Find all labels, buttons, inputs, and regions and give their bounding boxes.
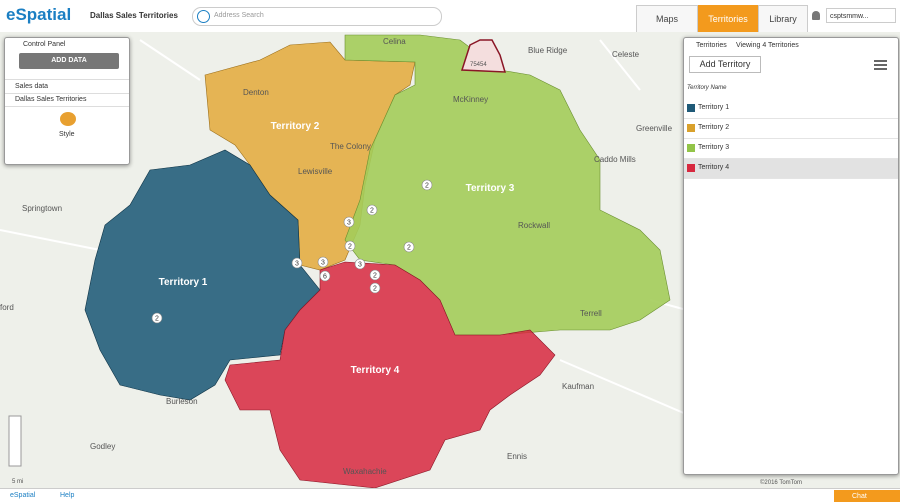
footer-logo: eSpatial [10, 492, 36, 499]
cluster-marker[interactable] [291, 257, 303, 269]
territory-swatch [687, 124, 695, 132]
territory-label: Territory 2 [271, 121, 320, 132]
territory-3[interactable] [344, 34, 671, 336]
cluster-count: 2 [407, 244, 411, 251]
style-label: Style [59, 131, 75, 138]
territory-label: Territory 1 [159, 277, 208, 288]
search-placeholder: Address Search [214, 12, 264, 19]
cluster-count: 2 [373, 272, 377, 279]
territory-label: Territory 4 [351, 365, 400, 376]
map-title: Dallas Sales Territories [90, 11, 178, 20]
control-panel: Control Panel ADD DATA Sales data Dallas… [4, 37, 130, 165]
chat-button[interactable]: Chat [834, 490, 900, 502]
place-label: Terrell [580, 309, 602, 318]
territory-row[interactable]: Territory 1 [684, 99, 898, 119]
territory-name: Territory 1 [698, 104, 730, 111]
cluster-marker[interactable] [319, 270, 331, 282]
territory-name: Territory 4 [698, 164, 730, 171]
cluster-marker[interactable] [343, 216, 355, 228]
territory-row[interactable]: Territory 2 [684, 119, 898, 139]
selected-zip[interactable] [460, 39, 507, 73]
menu-icon[interactable] [874, 60, 887, 62]
tab[interactable]: Library [758, 5, 808, 32]
territory-4[interactable] [224, 261, 556, 488]
zoom-controls[interactable] [8, 415, 22, 467]
territory-swatch [687, 144, 695, 152]
cluster-marker[interactable] [366, 204, 378, 216]
scale-bar: 5 mi [12, 479, 23, 485]
place-label: Godley [90, 442, 115, 451]
territory-swatch [687, 164, 695, 172]
territory-label: Territory 3 [466, 183, 515, 194]
search-box[interactable]: Address Search [192, 7, 442, 26]
user-menu[interactable]: csptsmmw... [826, 8, 896, 23]
cluster-count: 3 [347, 219, 351, 226]
tab[interactable]: Maps [636, 5, 698, 32]
layer-row[interactable]: Sales data [5, 79, 129, 94]
cluster-count: 3 [358, 261, 362, 268]
tab-active[interactable]: Territories [698, 5, 758, 32]
viewing-count: Viewing 4 Territories [736, 42, 799, 49]
column-header: Territory Name [687, 85, 727, 91]
panel-title: Control Panel [23, 41, 66, 48]
help-link[interactable]: Help [60, 492, 75, 499]
style-icon[interactable] [60, 112, 76, 126]
place-label: Rockwall [518, 221, 550, 230]
zip-label: 75454 [470, 62, 487, 68]
footer: eSpatial Help Chat [0, 488, 900, 502]
layer-row[interactable]: Dallas Sales Territories [5, 93, 129, 107]
add-territory-button[interactable]: Add Territory [689, 56, 761, 73]
place-label: Lewisville [298, 167, 333, 176]
cluster-count: 2 [348, 243, 352, 250]
place-label: Denton [243, 88, 269, 97]
territory-row[interactable]: Territory 3 [684, 139, 898, 159]
territory-row[interactable]: Territory 4 [684, 159, 898, 179]
territory-name: Territory 3 [698, 144, 730, 151]
cluster-count: 3 [321, 259, 325, 266]
place-label: Caddo Mills [594, 155, 636, 164]
road [0, 39, 761, 421]
cluster-marker[interactable] [354, 258, 366, 270]
cluster-marker[interactable] [403, 241, 415, 253]
place-label: Celeste [612, 50, 640, 59]
place-label: The Colony [330, 142, 371, 151]
place-label: Kaufman [562, 382, 594, 391]
cluster-count: 3 [295, 260, 299, 267]
cluster-marker[interactable] [369, 269, 381, 281]
place-label: Blue Ridge [528, 46, 568, 55]
logo[interactable]: eSpatial [6, 5, 72, 24]
cluster-count: 2 [373, 285, 377, 292]
attribution: ©2016 TomTom [760, 479, 802, 486]
cluster-count: 2 [155, 315, 159, 322]
territories-panel: Territories Viewing 4 Territories Add Te… [683, 37, 899, 475]
place-label: Greenville [636, 124, 673, 133]
territory-1[interactable] [84, 149, 321, 401]
place-label: McKinney [453, 95, 488, 104]
place-label: Celina [383, 37, 406, 46]
place-label: Waxahachie [343, 467, 387, 476]
territory-name: Territory 2 [698, 124, 730, 131]
cluster-count: 6 [323, 273, 327, 280]
panel-title: Territories [696, 42, 727, 49]
search-icon [197, 10, 210, 23]
cluster-marker[interactable] [344, 240, 356, 252]
layer-name: Dallas Sales Territories [15, 96, 87, 103]
place-label: Ennis [507, 452, 527, 461]
header: eSpatial Dallas Sales Territories Addres… [0, 0, 900, 33]
cluster-marker[interactable] [151, 312, 163, 324]
place-label: ford [0, 303, 14, 312]
cluster-marker[interactable] [317, 256, 329, 268]
place-label: Springtown [22, 204, 62, 213]
cluster-count: 2 [425, 182, 429, 189]
layer-name: Sales data [15, 83, 49, 90]
add-data-button[interactable]: ADD DATA [19, 53, 119, 69]
cluster-count: 2 [370, 207, 374, 214]
cluster-marker[interactable] [421, 179, 433, 191]
territory-swatch [687, 104, 695, 112]
place-label: Burleson [166, 397, 198, 406]
cluster-marker[interactable] [369, 282, 381, 294]
bell-icon[interactable] [812, 11, 820, 20]
